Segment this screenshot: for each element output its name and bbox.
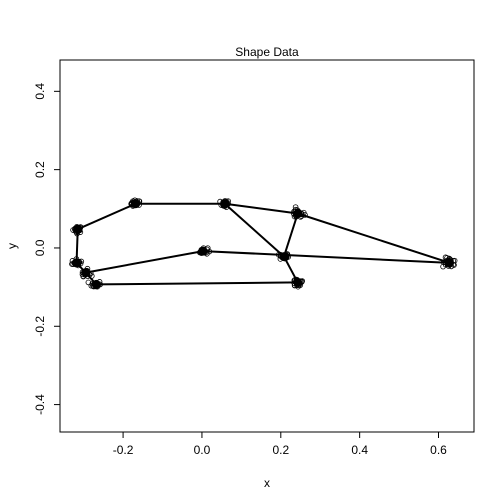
outline-segment [85,250,204,274]
outline-segment [297,212,450,264]
outline-segment [96,281,298,286]
y-axis-label: y [5,243,19,249]
x-axis-label: x [264,476,270,490]
x-tick-label: 0.2 [272,443,289,457]
data-point [85,279,92,286]
x-tick-label: 0.4 [351,443,368,457]
y-tick-label: -0.4 [33,394,47,415]
outline-segment [283,213,299,257]
y-tick-label: 0.0 [33,239,47,256]
outline-lines-layer [75,202,450,286]
outline-segment [75,262,87,274]
outline-segment [84,271,98,286]
y-axis: -0.4 -0.2 0.0 0.2 0.4 [33,83,60,415]
y-tick-label: 0.2 [33,161,47,178]
outline-segment [283,256,299,283]
chart-title: Shape Data [235,45,299,59]
plot-border [59,59,475,433]
x-tick-label: 0.0 [194,443,211,457]
outline-segment [77,202,137,231]
data-point [440,263,446,270]
outline-segment [224,202,285,258]
outline-segment [75,229,79,263]
x-tick-label: -0.2 [113,443,134,457]
y-tick-label: -0.2 [33,316,47,337]
x-axis: -0.2 0.0 0.2 0.4 0.6 [113,432,447,457]
outline-segment [224,202,298,215]
y-tick-label: 0.4 [33,83,47,100]
outline-segment [203,250,450,264]
x-tick-label: 0.6 [430,443,447,457]
scatter-points-layer [69,197,458,290]
